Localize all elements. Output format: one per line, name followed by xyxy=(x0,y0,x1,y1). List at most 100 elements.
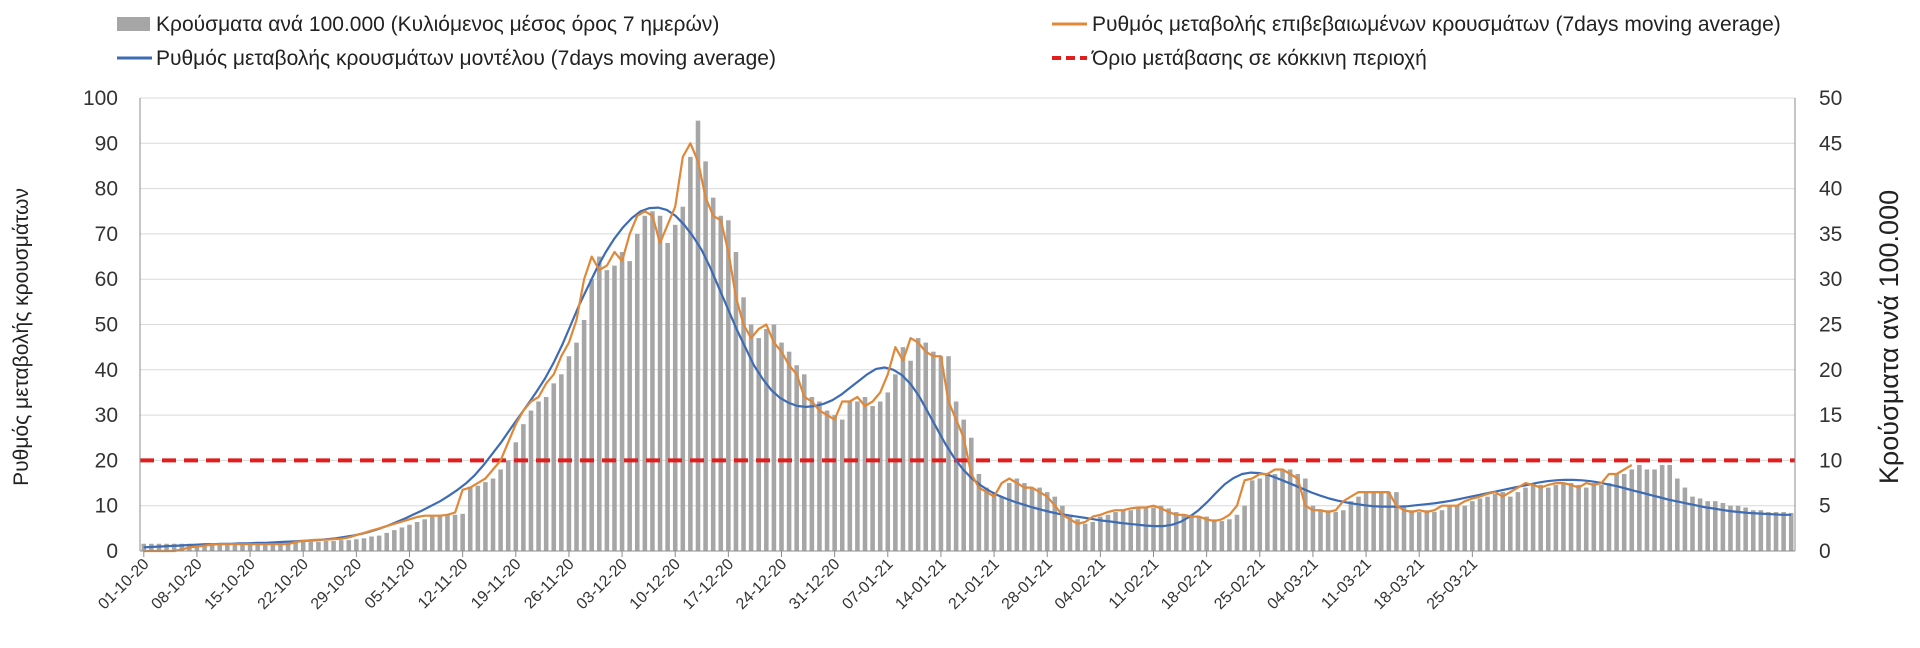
x-tick-08-10-20: 08-10-20 xyxy=(148,556,205,613)
bar xyxy=(452,514,458,551)
bar xyxy=(1409,510,1414,551)
x-tick-11-02-21: 11-02-21 xyxy=(1106,556,1163,613)
x-tick-12-11-20: 12-11-20 xyxy=(415,556,472,613)
bar xyxy=(1006,483,1012,551)
bar xyxy=(1280,469,1285,551)
bar xyxy=(513,442,519,551)
bar xyxy=(171,543,177,551)
x-tick-11-03-21: 11-03-21 xyxy=(1318,556,1375,613)
bar xyxy=(695,120,701,552)
bar xyxy=(688,156,693,551)
y-right-tick-20: 20 xyxy=(1819,359,1842,382)
bar xyxy=(255,542,260,551)
bar xyxy=(414,522,420,551)
y-axis-left-title: Ρυθμός μεταβολής κρουσμάτων xyxy=(10,188,33,486)
bar xyxy=(1530,483,1536,551)
bar xyxy=(1515,492,1521,551)
y-left-tick-100: 100 xyxy=(83,87,118,110)
bar xyxy=(1204,516,1209,551)
y-left-tick-0: 0 xyxy=(106,540,118,563)
bar xyxy=(1599,484,1604,551)
bar xyxy=(680,206,686,551)
bar xyxy=(1181,514,1187,551)
bar xyxy=(1394,492,1399,551)
bar xyxy=(1728,505,1733,551)
bar xyxy=(817,401,822,551)
y-right-tick-30: 30 xyxy=(1819,268,1842,291)
bar xyxy=(802,374,807,551)
bar xyxy=(1508,496,1513,551)
bar xyxy=(460,513,465,551)
bar xyxy=(361,538,367,551)
bar xyxy=(931,351,936,551)
bar xyxy=(262,542,268,551)
bar xyxy=(483,482,488,551)
bar xyxy=(392,530,397,551)
x-tick-29-10-20: 29-10-20 xyxy=(308,556,365,613)
y-right-tick-15: 15 xyxy=(1819,404,1842,427)
bar xyxy=(1401,505,1407,551)
bar xyxy=(1652,469,1657,551)
bar xyxy=(786,351,792,551)
bar xyxy=(1318,510,1323,551)
y-right-tick-45: 45 xyxy=(1819,132,1842,155)
bar xyxy=(1310,505,1316,551)
x-tick-28-01-21: 28-01-21 xyxy=(999,556,1056,613)
bar xyxy=(1545,487,1551,551)
bar xyxy=(574,342,579,551)
bar xyxy=(141,543,147,551)
y-left-tick-10: 10 xyxy=(95,495,118,518)
bar xyxy=(1272,473,1278,551)
bar xyxy=(824,410,830,551)
bar xyxy=(1052,496,1058,551)
x-tick-04-02-21: 04-02-21 xyxy=(1052,556,1109,613)
bar xyxy=(1325,510,1331,551)
x-tick-15-10-20: 15-10-20 xyxy=(202,556,259,613)
x-tick-18-03-21: 18-03-21 xyxy=(1371,556,1428,613)
legend-blue-label: Ρυθμός μεταβολής κρουσμάτων μοντέλου (7d… xyxy=(156,47,776,70)
bar xyxy=(847,401,853,551)
bar xyxy=(1758,510,1764,551)
y-right-tick-35: 35 xyxy=(1819,223,1842,246)
bar xyxy=(1113,512,1118,551)
bar xyxy=(1705,501,1710,551)
bar xyxy=(202,543,207,551)
bar xyxy=(1637,464,1642,551)
bar xyxy=(1173,512,1179,551)
bar xyxy=(1773,512,1779,551)
bar xyxy=(703,161,708,552)
bar xyxy=(1690,496,1695,551)
bar xyxy=(1553,484,1559,551)
bar xyxy=(445,514,450,551)
bar xyxy=(270,542,276,551)
bar xyxy=(999,496,1004,551)
x-tick-31-12-20: 31-12-20 xyxy=(786,556,843,613)
x-tick-04-03-21: 04-03-21 xyxy=(1264,556,1321,613)
bar xyxy=(1029,487,1035,551)
bar xyxy=(794,365,799,551)
bar xyxy=(771,324,777,551)
bar xyxy=(877,401,883,551)
bar xyxy=(225,542,230,551)
bar xyxy=(1128,510,1133,551)
bar xyxy=(1090,522,1096,551)
y-left-tick-50: 50 xyxy=(95,314,118,337)
bar xyxy=(1242,505,1247,551)
bar xyxy=(1356,496,1361,551)
bar xyxy=(1143,507,1149,551)
bar xyxy=(657,215,663,551)
bar xyxy=(1538,484,1543,551)
x-tick-14-01-21: 14-01-21 xyxy=(892,556,949,613)
axes-layer xyxy=(139,98,1796,557)
bar xyxy=(300,541,306,551)
x-tick-18-02-21: 18-02-21 xyxy=(1158,556,1215,613)
bar xyxy=(726,220,731,551)
bar xyxy=(1333,512,1338,551)
y-left-tick-40: 40 xyxy=(95,359,118,382)
bar xyxy=(536,401,541,551)
bar xyxy=(710,197,716,551)
legend: Κρούσματα ανά 100.000 (Κυλιόμενος μέσος … xyxy=(117,13,1781,70)
bar xyxy=(232,542,238,551)
bar xyxy=(733,252,739,551)
bar xyxy=(1105,514,1111,551)
